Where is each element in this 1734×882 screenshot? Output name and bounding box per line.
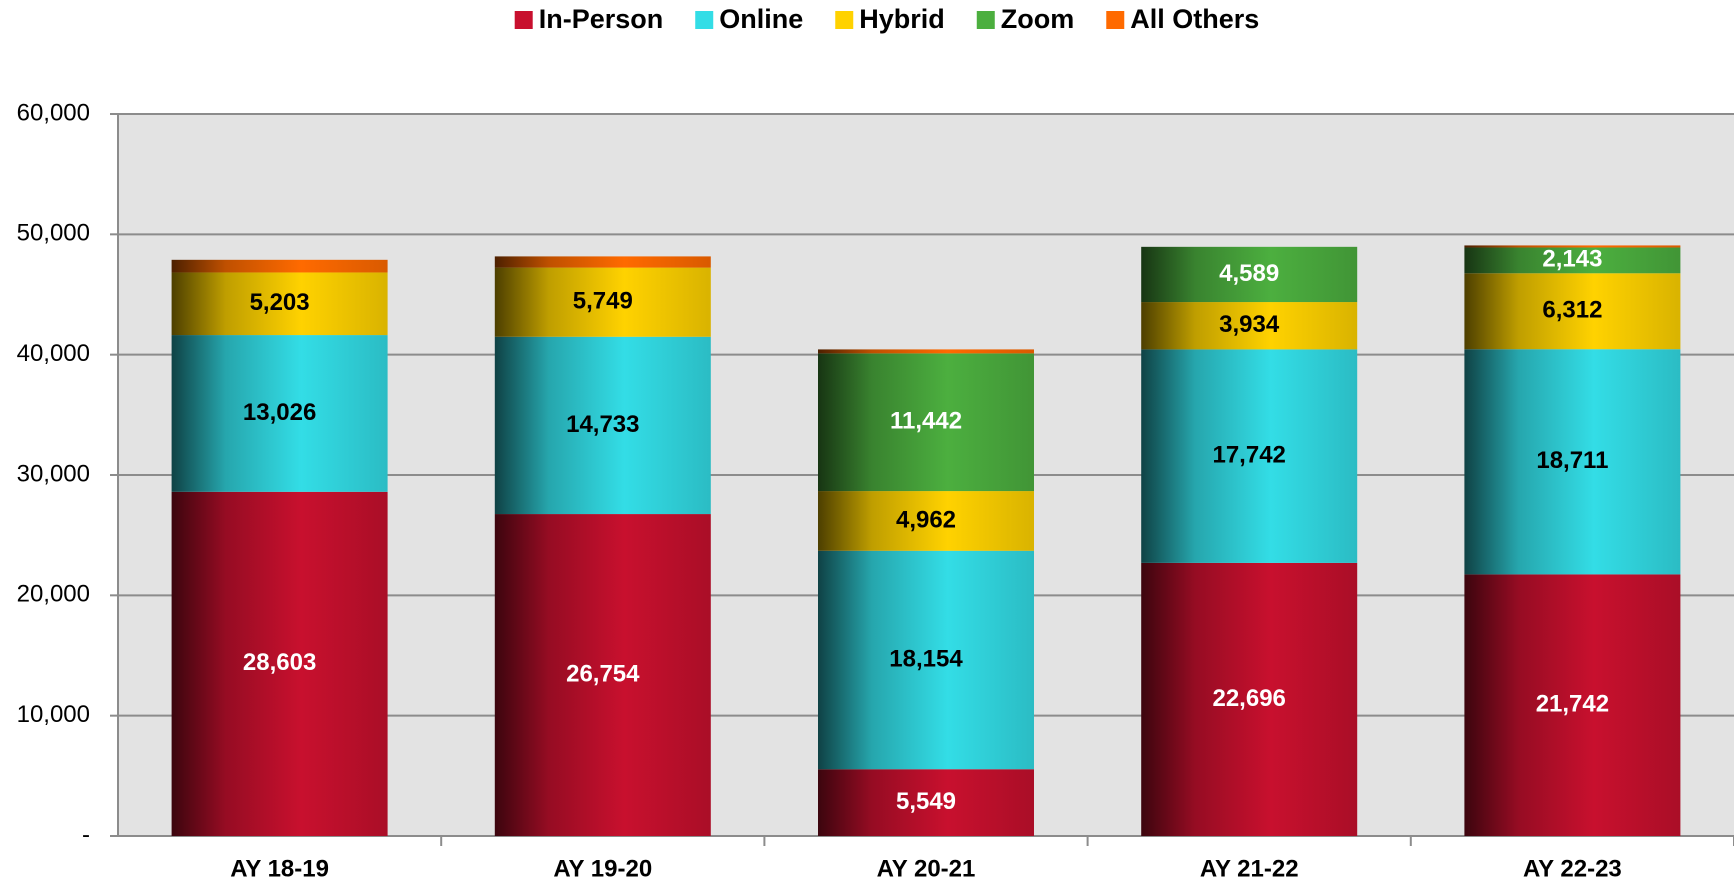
data-label: 4,962 xyxy=(896,506,956,533)
legend-swatch xyxy=(514,11,533,29)
y-tick-label: 40,000 xyxy=(17,340,90,367)
data-label: 28,603 xyxy=(243,649,316,676)
bar-segment xyxy=(494,267,711,337)
data-label: 3,934 xyxy=(1219,311,1280,338)
data-label: 5,203 xyxy=(250,289,310,316)
data-label: 4,589 xyxy=(1219,260,1279,287)
data-label: 14,733 xyxy=(566,411,639,438)
bar-segment xyxy=(1464,349,1681,575)
y-tick-label: 10,000 xyxy=(17,701,90,728)
data-label: 18,711 xyxy=(1536,447,1608,474)
bar-segment xyxy=(818,550,1034,770)
legend-label: Zoom xyxy=(1001,4,1075,34)
data-label: 17,742 xyxy=(1212,441,1285,468)
data-label: 21,742 xyxy=(1536,691,1609,718)
bar-segment xyxy=(1464,574,1681,836)
data-label: 11,442 xyxy=(890,408,962,435)
bar-segment xyxy=(494,256,711,268)
legend-label: In-Person xyxy=(539,4,664,34)
y-tick-label: - xyxy=(82,821,90,848)
bar-segment xyxy=(171,335,388,492)
legend-swatch xyxy=(695,11,714,29)
legend: In-Person Online Hybrid Zoom All Others xyxy=(514,4,1259,34)
bar-segment xyxy=(1464,245,1681,248)
y-tick-label: 60,000 xyxy=(17,99,90,126)
legend-label: All Others xyxy=(1130,4,1259,34)
y-tick-label: 30,000 xyxy=(17,460,90,487)
x-tick-label: AY 19-20 xyxy=(553,855,652,882)
bar-segment xyxy=(171,491,388,836)
data-label: 6,312 xyxy=(1542,297,1602,324)
bar-segment xyxy=(818,491,1034,551)
y-tick-label: 20,000 xyxy=(17,581,90,608)
data-label: 26,754 xyxy=(566,660,640,687)
legend-swatch xyxy=(1106,11,1125,29)
bar-segment xyxy=(1141,562,1358,836)
x-tick-label: AY 21-22 xyxy=(1200,855,1299,882)
bar-segment xyxy=(494,514,711,836)
bar-segment xyxy=(1464,273,1681,350)
bar-segment xyxy=(818,353,1034,492)
legend-swatch xyxy=(976,11,995,29)
legend-label: Hybrid xyxy=(859,4,945,34)
x-tick-label: AY 22-23 xyxy=(1523,855,1622,882)
bar-segment xyxy=(171,259,388,273)
x-tick-label: AY 20-21 xyxy=(877,855,976,882)
bar-segment xyxy=(818,349,1034,354)
bar-segment xyxy=(494,336,711,515)
data-label: 5,749 xyxy=(573,288,633,315)
legend-swatch xyxy=(835,11,854,29)
bar-segment xyxy=(1141,246,1358,303)
x-tick-label: AY 18-19 xyxy=(230,855,329,882)
legend-label: Online xyxy=(719,4,803,34)
data-label: 18,154 xyxy=(889,645,963,672)
data-label: 22,696 xyxy=(1212,685,1285,712)
data-label: 13,026 xyxy=(243,399,316,426)
bar-segment xyxy=(1464,247,1681,274)
bar-segment xyxy=(171,272,388,336)
bar-segment xyxy=(818,769,1034,836)
y-tick-label: 50,000 xyxy=(17,220,90,247)
bar-segment xyxy=(1141,349,1358,563)
data-label: 2,143 xyxy=(1542,246,1602,273)
data-label: 5,549 xyxy=(896,788,956,815)
bar-segment xyxy=(1141,302,1358,350)
